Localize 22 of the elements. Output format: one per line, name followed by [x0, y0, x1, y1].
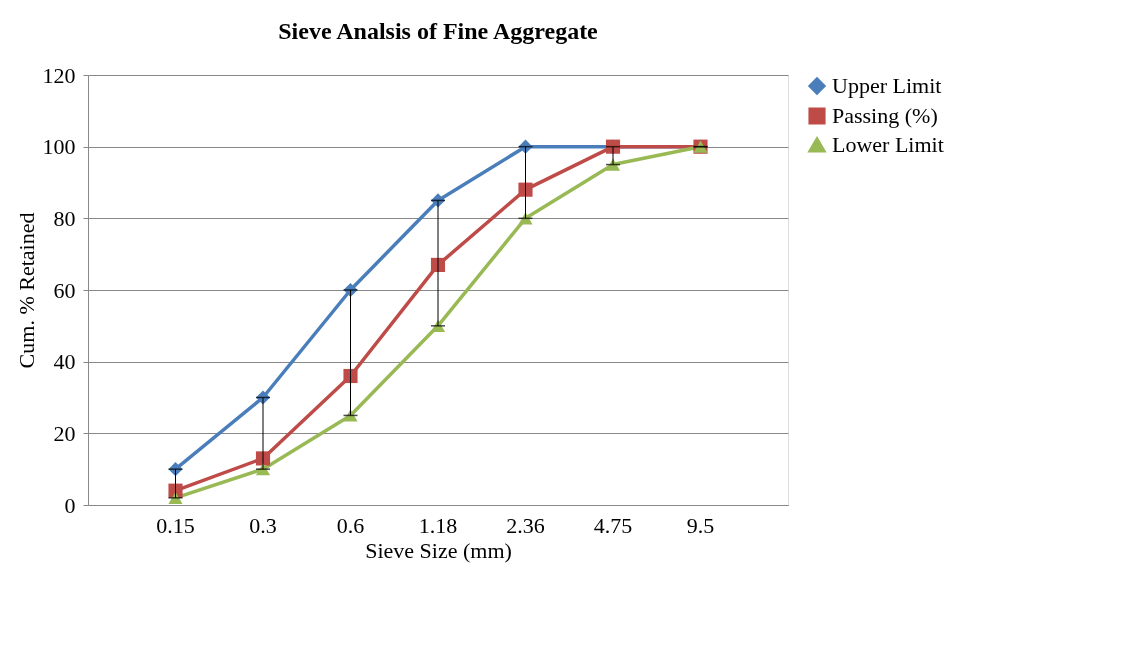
legend-label: Passing (%): [832, 103, 938, 128]
y-axis-title: Cum. % Retained: [13, 212, 39, 369]
x-axis-title: Sieve Size (mm): [365, 537, 512, 563]
x-tick-label: 0.3: [249, 512, 277, 538]
y-tick-label: 40: [53, 349, 76, 375]
y-tick-label: 120: [42, 62, 76, 88]
chart-title: Sieve Analsis of Fine Aggregate: [278, 18, 599, 44]
legend-label: Lower Limit: [832, 132, 944, 157]
x-tick-label: 0.6: [336, 512, 365, 538]
point: [518, 182, 533, 197]
x-tick-label: 2.36: [506, 512, 545, 538]
point: [343, 368, 358, 384]
y-tick-label: 60: [53, 277, 76, 303]
x-tick-label: 1.18: [418, 512, 458, 538]
y-tick-label: 0: [64, 492, 76, 518]
y-tick-label: 80: [53, 205, 76, 231]
x-tick-label: 9.5: [686, 512, 715, 538]
legend-label: Upper Limit: [832, 73, 942, 98]
x-tick-label: 0.15: [156, 512, 195, 538]
y-tick-label: 100: [42, 134, 76, 160]
y-tick-label: 20: [53, 420, 76, 446]
x-tick-label: 4.75: [593, 512, 633, 538]
